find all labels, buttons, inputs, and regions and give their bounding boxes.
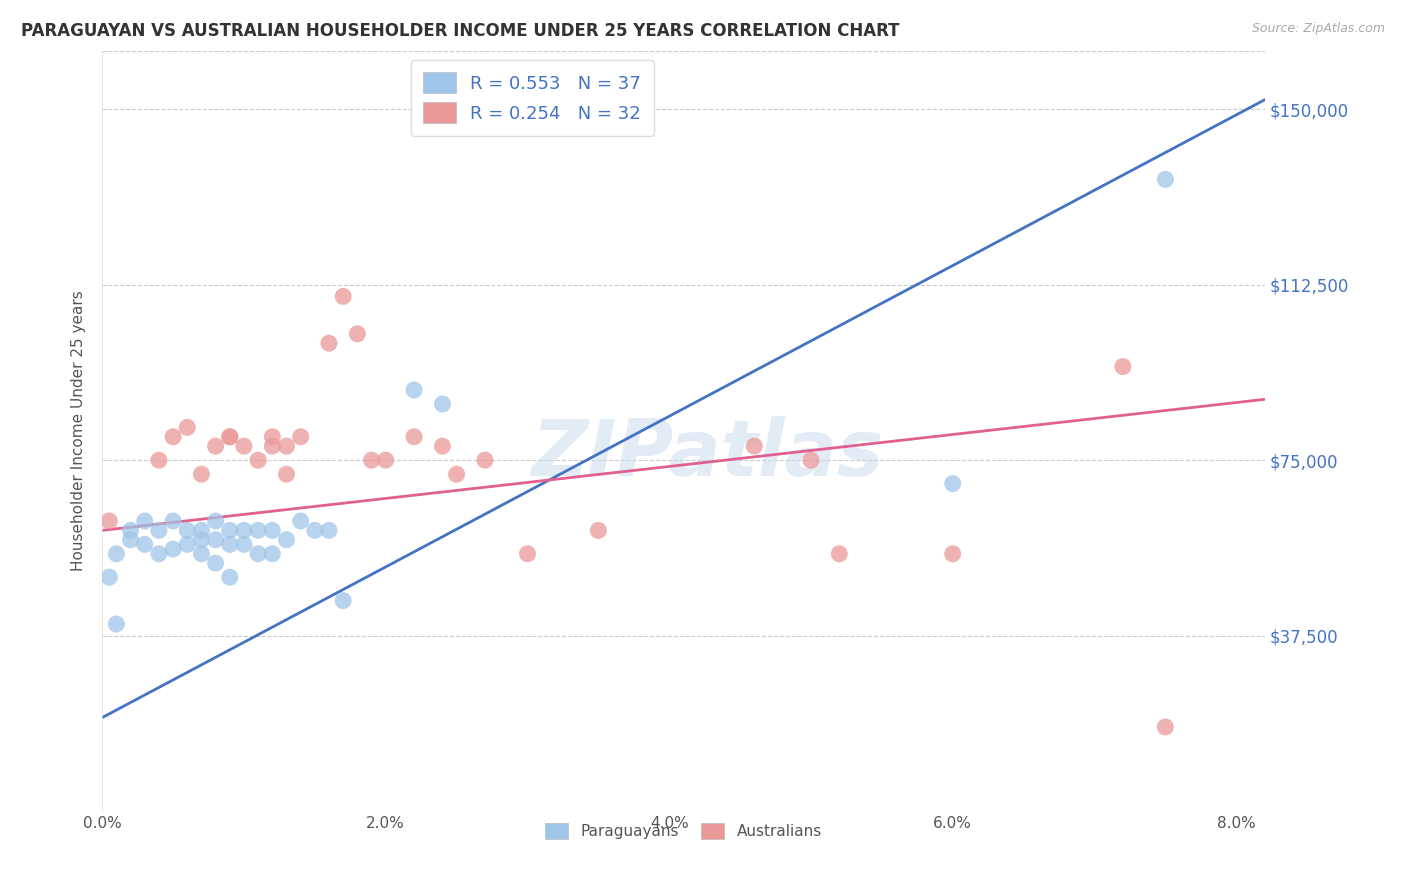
Text: Source: ZipAtlas.com: Source: ZipAtlas.com: [1251, 22, 1385, 36]
Y-axis label: Householder Income Under 25 years: Householder Income Under 25 years: [72, 291, 86, 571]
Point: [432, 397, 454, 411]
Point: [247, 453, 270, 467]
Point: [218, 430, 240, 444]
Point: [247, 547, 270, 561]
Point: [332, 289, 354, 303]
Point: [516, 547, 538, 561]
Point: [204, 533, 226, 547]
Point: [134, 537, 156, 551]
Point: [262, 430, 284, 444]
Point: [942, 547, 965, 561]
Point: [233, 439, 256, 453]
Point: [276, 439, 298, 453]
Point: [1154, 720, 1177, 734]
Point: [162, 514, 184, 528]
Point: [474, 453, 496, 467]
Point: [204, 514, 226, 528]
Point: [800, 453, 823, 467]
Point: [290, 514, 312, 528]
Point: [374, 453, 396, 467]
Point: [1154, 172, 1177, 186]
Point: [404, 430, 426, 444]
Legend: Paraguayans, Australians: Paraguayans, Australians: [538, 817, 828, 846]
Point: [446, 467, 468, 482]
Point: [432, 439, 454, 453]
Point: [148, 453, 170, 467]
Point: [276, 467, 298, 482]
Point: [247, 524, 270, 538]
Point: [204, 439, 226, 453]
Point: [190, 533, 212, 547]
Point: [204, 556, 226, 570]
Point: [120, 533, 142, 547]
Point: [176, 420, 198, 434]
Point: [218, 570, 240, 584]
Point: [942, 476, 965, 491]
Point: [346, 326, 368, 341]
Point: [276, 533, 298, 547]
Point: [404, 383, 426, 397]
Point: [233, 524, 256, 538]
Point: [176, 537, 198, 551]
Point: [290, 430, 312, 444]
Point: [1112, 359, 1135, 374]
Point: [218, 430, 240, 444]
Point: [120, 524, 142, 538]
Point: [332, 593, 354, 607]
Point: [105, 547, 128, 561]
Point: [190, 467, 212, 482]
Point: [98, 570, 121, 584]
Point: [176, 524, 198, 538]
Point: [318, 524, 340, 538]
Point: [218, 524, 240, 538]
Point: [304, 524, 326, 538]
Point: [162, 430, 184, 444]
Point: [588, 524, 610, 538]
Point: [262, 524, 284, 538]
Point: [148, 547, 170, 561]
Point: [190, 547, 212, 561]
Point: [134, 514, 156, 528]
Point: [233, 537, 256, 551]
Text: PARAGUAYAN VS AUSTRALIAN HOUSEHOLDER INCOME UNDER 25 YEARS CORRELATION CHART: PARAGUAYAN VS AUSTRALIAN HOUSEHOLDER INC…: [21, 22, 900, 40]
Text: ZIPatlas: ZIPatlas: [530, 416, 883, 491]
Point: [148, 524, 170, 538]
Point: [218, 537, 240, 551]
Point: [262, 547, 284, 561]
Point: [318, 336, 340, 351]
Point: [190, 524, 212, 538]
Point: [105, 617, 128, 632]
Point: [162, 542, 184, 557]
Point: [828, 547, 851, 561]
Point: [360, 453, 382, 467]
Point: [742, 439, 765, 453]
Point: [262, 439, 284, 453]
Point: [98, 514, 121, 528]
